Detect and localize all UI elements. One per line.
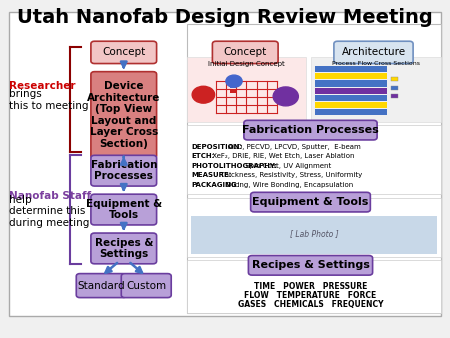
FancyBboxPatch shape (315, 73, 387, 79)
Text: Fabrication
Processes: Fabrication Processes (90, 160, 157, 182)
Text: ETCH:: ETCH: (191, 153, 215, 159)
FancyBboxPatch shape (392, 77, 398, 81)
Text: MEASURE:: MEASURE: (191, 172, 232, 178)
Text: Thickness, Resistivity, Stress, Uniformity: Thickness, Resistivity, Stress, Uniformi… (218, 172, 363, 178)
Text: XeF₂, DRIE, RIE, Wet Etch, Laser Ablation: XeF₂, DRIE, RIE, Wet Etch, Laser Ablatio… (210, 153, 355, 159)
FancyBboxPatch shape (76, 274, 126, 298)
FancyBboxPatch shape (187, 260, 441, 313)
FancyBboxPatch shape (230, 89, 236, 93)
Text: Recipes & Settings: Recipes & Settings (252, 260, 369, 270)
Text: Custom: Custom (126, 281, 166, 291)
Text: Nanofab Staff: Nanofab Staff (9, 191, 91, 201)
Text: PHOTOLITHOGRAPHY:: PHOTOLITHOGRAPHY: (191, 163, 277, 169)
Text: Researcher: Researcher (9, 81, 76, 91)
Text: TIME   POWER   PRESSURE: TIME POWER PRESSURE (254, 282, 367, 291)
FancyBboxPatch shape (91, 194, 157, 225)
FancyBboxPatch shape (315, 80, 387, 87)
FancyBboxPatch shape (392, 94, 398, 98)
Text: help
determine this
during meeting: help determine this during meeting (9, 195, 90, 228)
FancyBboxPatch shape (315, 109, 387, 115)
FancyBboxPatch shape (187, 24, 441, 313)
Text: Concept: Concept (102, 47, 145, 57)
FancyBboxPatch shape (315, 88, 387, 94)
FancyBboxPatch shape (187, 57, 306, 122)
FancyBboxPatch shape (9, 12, 441, 316)
FancyBboxPatch shape (248, 256, 373, 275)
Text: Standard: Standard (77, 281, 125, 291)
FancyBboxPatch shape (244, 120, 377, 140)
FancyBboxPatch shape (315, 102, 387, 108)
Text: [ Lab Photo ]: [ Lab Photo ] (289, 229, 338, 238)
Text: Device
Architecture
(Top View
Layout and
Layer Cross
Section): Device Architecture (Top View Layout and… (87, 81, 161, 149)
FancyBboxPatch shape (315, 95, 387, 101)
FancyBboxPatch shape (91, 155, 157, 186)
FancyBboxPatch shape (230, 84, 236, 88)
Text: PACKAGING:: PACKAGING: (191, 182, 239, 188)
Text: Recipes &
Settings: Recipes & Settings (94, 238, 153, 259)
Text: Concept: Concept (224, 47, 267, 57)
Text: Architecture: Architecture (342, 47, 405, 57)
Text: Initial Design Concept: Initial Design Concept (208, 61, 285, 67)
Text: Process Flow Cross Sections: Process Flow Cross Sections (332, 61, 420, 66)
FancyBboxPatch shape (91, 233, 157, 264)
FancyBboxPatch shape (310, 57, 441, 122)
Text: Equipment & Tools: Equipment & Tools (252, 197, 369, 207)
Circle shape (226, 75, 242, 87)
Text: Fabrication Processes: Fabrication Processes (242, 125, 379, 135)
Text: Spin Coat, UV Alignment: Spin Coat, UV Alignment (243, 163, 331, 169)
Text: Utah Nanofab Design Review Meeting: Utah Nanofab Design Review Meeting (17, 8, 433, 27)
FancyBboxPatch shape (251, 192, 370, 212)
FancyBboxPatch shape (334, 41, 413, 64)
Circle shape (273, 87, 298, 106)
Text: GASES   CHEMICALS   FREQUENCY: GASES CHEMICALS FREQUENCY (238, 300, 383, 309)
FancyBboxPatch shape (187, 125, 441, 194)
FancyBboxPatch shape (315, 66, 387, 72)
Text: FLOW   TEMPERATURE   FORCE: FLOW TEMPERATURE FORCE (244, 291, 377, 300)
Text: Dicing, Wire Bonding, Encapsulation: Dicing, Wire Bonding, Encapsulation (224, 182, 353, 188)
Text: DEPOSITION:: DEPOSITION: (191, 144, 243, 150)
FancyBboxPatch shape (122, 274, 171, 298)
FancyBboxPatch shape (91, 72, 157, 158)
Circle shape (192, 86, 215, 103)
Text: ALD, PECVD, LPCVD, Sputter,  E-beam: ALD, PECVD, LPCVD, Sputter, E-beam (226, 144, 361, 150)
FancyBboxPatch shape (191, 216, 436, 254)
FancyBboxPatch shape (187, 198, 441, 257)
Text: Equipment &
Tools: Equipment & Tools (86, 199, 162, 220)
FancyBboxPatch shape (91, 41, 157, 64)
FancyBboxPatch shape (392, 86, 398, 90)
Text: brings
this to meeting: brings this to meeting (9, 89, 89, 111)
FancyBboxPatch shape (212, 41, 278, 64)
